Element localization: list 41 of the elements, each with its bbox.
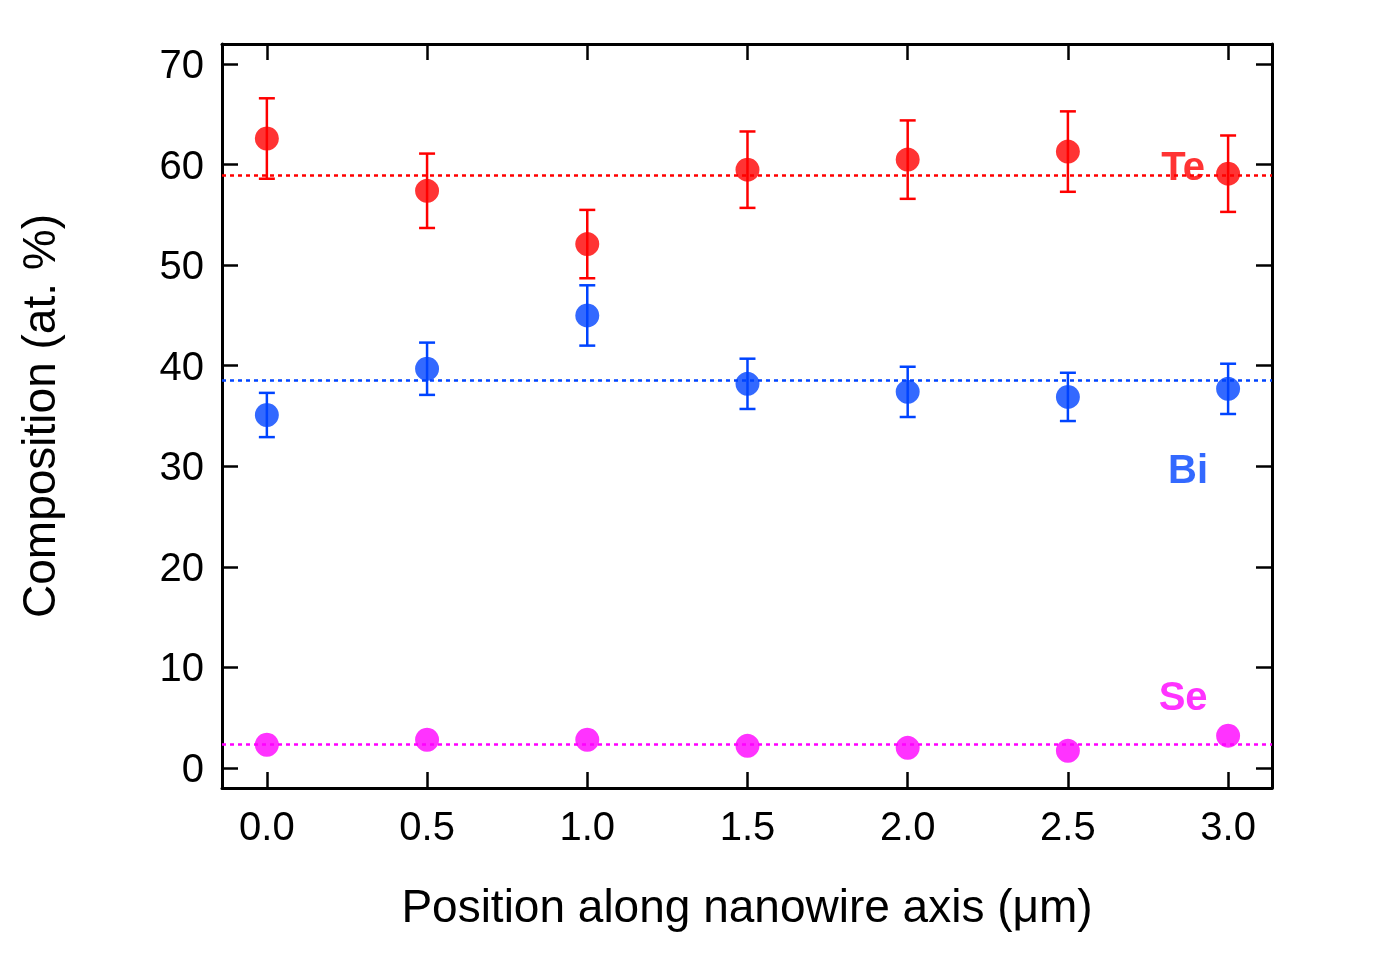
x-tick-label: 0.0: [239, 804, 295, 848]
y-tick-label: 20: [159, 544, 204, 589]
point: [895, 147, 920, 172]
y-tick-label: 40: [159, 343, 204, 388]
point: [735, 371, 760, 396]
point: [254, 732, 279, 757]
x-tick-label: 2.0: [879, 804, 936, 848]
point: [735, 733, 760, 758]
point: [254, 126, 279, 151]
point: [415, 356, 440, 381]
x-tick-label: 1.5: [719, 804, 776, 848]
series-label: Se: [1158, 673, 1208, 718]
x-axis-title: Position along nanowire axis (μm): [401, 880, 1093, 932]
y-tick-label: 70: [159, 42, 204, 87]
point: [1216, 161, 1241, 186]
y-tick-label: 60: [159, 142, 204, 187]
x-tick-label: 1.0: [559, 804, 616, 848]
point: [895, 379, 920, 404]
point: [415, 727, 440, 752]
y-tick-label: 50: [159, 243, 204, 288]
y-tick-label: 30: [159, 444, 204, 489]
point: [575, 232, 600, 257]
point: [735, 157, 760, 182]
y-tick-label: 10: [159, 645, 204, 690]
series-label: Te: [1161, 143, 1205, 188]
point: [1055, 738, 1080, 763]
point: [1055, 384, 1080, 409]
y-tick-label: 0: [181, 745, 204, 790]
point: [1055, 139, 1080, 164]
point: [575, 727, 600, 752]
point: [1216, 376, 1241, 401]
point: [415, 178, 440, 203]
x-tick-label: 0.5: [399, 804, 455, 848]
point: [1216, 723, 1241, 748]
point: [575, 303, 600, 328]
point: [254, 403, 279, 427]
point: [895, 735, 920, 760]
series-label: Bi: [1168, 446, 1209, 491]
x-tick-label: 3.0: [1200, 804, 1256, 848]
y-axis-title: Composition (at. %): [13, 214, 65, 618]
x-tick-label: 2.5: [1040, 804, 1096, 848]
